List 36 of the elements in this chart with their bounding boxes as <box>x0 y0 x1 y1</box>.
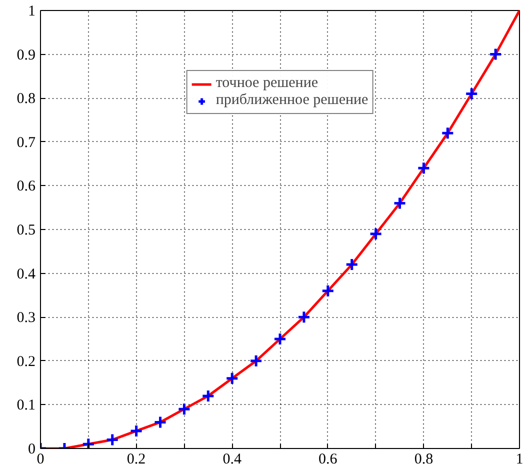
point <box>201 389 215 403</box>
legend-label: точное решение <box>216 75 318 92</box>
y-tick-label: 0.8 <box>16 91 36 108</box>
point <box>297 310 311 324</box>
y-tick-label: 0.3 <box>16 310 36 326</box>
point <box>464 86 478 100</box>
point <box>130 424 144 438</box>
y-tick-label: 0 <box>28 442 36 458</box>
point <box>416 161 430 175</box>
point <box>225 372 239 386</box>
point <box>177 402 191 416</box>
point <box>154 415 167 429</box>
x-tick-label: 0.4 <box>222 452 242 468</box>
y-tick-label: 0.4 <box>16 266 36 282</box>
point <box>393 196 406 210</box>
point <box>488 48 502 62</box>
y-tick-label: 0.9 <box>16 47 36 64</box>
x-tick-label: 0.6 <box>318 452 338 468</box>
point <box>82 437 96 448</box>
y-tick-label: 0.7 <box>16 134 36 151</box>
y-tick-label: 0.2 <box>16 354 36 370</box>
y-tick-label: 0.1 <box>16 398 36 414</box>
point <box>321 284 335 298</box>
x-tick-label: 1 <box>516 452 524 468</box>
point <box>273 332 287 346</box>
point <box>106 432 120 446</box>
y-tick-label: 0.6 <box>16 178 36 195</box>
point <box>440 126 454 140</box>
point <box>369 227 383 241</box>
x-tick-label: 0.8 <box>414 452 434 468</box>
x-tick-label: 0.2 <box>126 452 146 468</box>
y-tick-label: 0.5 <box>16 222 36 238</box>
y-tick-label: 1 <box>28 4 36 20</box>
point <box>345 258 359 272</box>
point <box>249 354 263 368</box>
legend-label: приближенное решение <box>216 92 368 109</box>
